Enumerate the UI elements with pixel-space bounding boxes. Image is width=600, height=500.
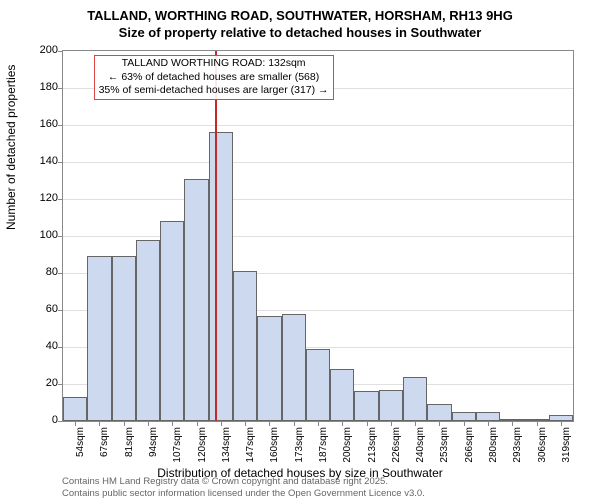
footer-line-1: Contains HM Land Registry data © Crown c…: [62, 476, 425, 487]
annotation-box: TALLAND WORTHING ROAD: 132sqm← 63% of de…: [94, 55, 334, 100]
ytick-mark: [58, 51, 63, 52]
histogram-bar: [282, 314, 306, 421]
xtick-mark: [269, 421, 270, 426]
chart-container: TALLAND, WORTHING ROAD, SOUTHWATER, HORS…: [0, 0, 600, 500]
xtick-mark: [172, 421, 173, 426]
ytick-mark: [58, 125, 63, 126]
ytick-label: 100: [18, 229, 58, 241]
histogram-bar: [452, 412, 476, 421]
histogram-bar: [476, 412, 500, 421]
xtick-mark: [221, 421, 222, 426]
annotation-line: 35% of semi-detached houses are larger (…: [99, 84, 329, 98]
histogram-bar: [184, 179, 208, 421]
ytick-label: 0: [18, 414, 58, 426]
xtick-mark: [197, 421, 198, 426]
annotation-line: ← 63% of detached houses are smaller (56…: [99, 71, 329, 85]
ytick-mark: [58, 310, 63, 311]
ytick-label: 120: [18, 192, 58, 204]
xtick-mark: [294, 421, 295, 426]
ytick-label: 80: [18, 266, 58, 278]
xtick-mark: [537, 421, 538, 426]
histogram-bar: [379, 390, 403, 421]
histogram-bar: [87, 256, 111, 421]
ytick-mark: [58, 347, 63, 348]
ytick-label: 180: [18, 81, 58, 93]
xtick-mark: [99, 421, 100, 426]
ytick-mark: [58, 236, 63, 237]
histogram-bar: [112, 256, 136, 421]
xtick-mark: [488, 421, 489, 426]
histogram-bar: [209, 132, 233, 421]
chart-title: TALLAND, WORTHING ROAD, SOUTHWATER, HORS…: [0, 0, 600, 42]
xtick-mark: [75, 421, 76, 426]
reference-vline: [215, 51, 217, 421]
footer-attribution: Contains HM Land Registry data © Crown c…: [62, 476, 425, 499]
footer-line-2: Contains public sector information licen…: [62, 488, 425, 499]
xtick-mark: [367, 421, 368, 426]
plot-area: 54sqm67sqm81sqm94sqm107sqm120sqm134sqm14…: [62, 50, 574, 422]
ytick-mark: [58, 384, 63, 385]
ytick-mark: [58, 162, 63, 163]
ytick-mark: [58, 88, 63, 89]
xtick-mark: [245, 421, 246, 426]
gridline: [63, 236, 573, 237]
ytick-label: 20: [18, 377, 58, 389]
xtick-mark: [391, 421, 392, 426]
histogram-bar: [233, 271, 257, 421]
xtick-mark: [124, 421, 125, 426]
gridline: [63, 199, 573, 200]
histogram-bar: [354, 391, 378, 421]
histogram-bar: [136, 240, 160, 421]
histogram-bar: [160, 221, 184, 421]
histogram-bar: [257, 316, 281, 421]
ytick-mark: [58, 421, 63, 422]
y-axis-label: Number of detached properties: [4, 65, 18, 230]
gridline: [63, 162, 573, 163]
histogram-bar: [403, 377, 427, 421]
title-line-1: TALLAND, WORTHING ROAD, SOUTHWATER, HORS…: [0, 8, 600, 25]
gridline: [63, 125, 573, 126]
ytick-label: 60: [18, 303, 58, 315]
xtick-mark: [148, 421, 149, 426]
xtick-mark: [439, 421, 440, 426]
xtick-mark: [561, 421, 562, 426]
histogram-bar: [427, 404, 451, 421]
ytick-label: 40: [18, 340, 58, 352]
ytick-mark: [58, 273, 63, 274]
histogram-bar: [306, 349, 330, 421]
histogram-bar: [63, 397, 87, 421]
ytick-mark: [58, 199, 63, 200]
xtick-mark: [512, 421, 513, 426]
xtick-mark: [318, 421, 319, 426]
ytick-label: 160: [18, 118, 58, 130]
xtick-mark: [342, 421, 343, 426]
annotation-line: TALLAND WORTHING ROAD: 132sqm: [99, 57, 329, 71]
ytick-label: 200: [18, 44, 58, 56]
histogram-bar: [330, 369, 354, 421]
xtick-mark: [415, 421, 416, 426]
xtick-mark: [464, 421, 465, 426]
title-line-2: Size of property relative to detached ho…: [0, 25, 600, 42]
ytick-label: 140: [18, 155, 58, 167]
